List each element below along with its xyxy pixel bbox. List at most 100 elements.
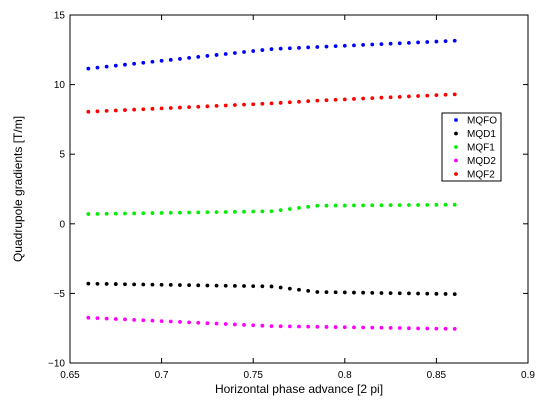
data-point xyxy=(287,100,292,105)
data-point xyxy=(407,40,411,45)
data-point xyxy=(443,202,448,207)
data-point xyxy=(352,325,356,330)
data-point xyxy=(260,323,265,328)
data-point xyxy=(269,47,274,52)
data-point xyxy=(379,325,384,330)
series-mqd1 xyxy=(86,281,457,296)
data-point xyxy=(104,211,109,216)
data-point xyxy=(287,324,292,329)
data-point xyxy=(141,282,146,287)
data-point xyxy=(95,109,100,114)
data-point xyxy=(333,44,338,49)
data-point xyxy=(434,93,439,98)
data-point xyxy=(370,325,375,330)
data-point xyxy=(242,50,246,54)
data-point xyxy=(306,288,311,293)
data-point xyxy=(287,286,292,291)
data-point xyxy=(251,323,256,328)
data-point xyxy=(168,57,173,62)
data-point xyxy=(260,48,265,52)
data-point xyxy=(242,102,246,107)
data-point xyxy=(242,322,246,327)
data-point xyxy=(361,43,366,47)
data-point xyxy=(315,98,320,103)
data-point xyxy=(361,96,366,101)
legend-marker xyxy=(454,145,458,149)
data-point xyxy=(434,326,439,331)
data-point xyxy=(269,209,274,214)
x-axis-label: Horizontal phase advance [2 pi] xyxy=(215,382,383,396)
data-point xyxy=(132,61,137,66)
data-point xyxy=(196,283,201,288)
data-point xyxy=(342,290,347,295)
data-point xyxy=(141,60,146,65)
data-point xyxy=(388,41,393,46)
data-point xyxy=(278,46,283,51)
data-point xyxy=(187,283,191,288)
data-point xyxy=(223,52,228,56)
data-point xyxy=(168,106,173,110)
legend-label: MQFO xyxy=(467,116,497,127)
data-point xyxy=(297,99,301,104)
data-point xyxy=(443,92,448,97)
data-point xyxy=(251,49,256,53)
data-point xyxy=(196,320,201,325)
data-point xyxy=(205,321,210,326)
data-point xyxy=(352,290,356,295)
series-mqf1 xyxy=(86,202,457,216)
data-point xyxy=(86,66,91,71)
data-point xyxy=(297,206,301,210)
data-point xyxy=(425,93,430,98)
data-point xyxy=(232,283,237,288)
legend-label: MQD1 xyxy=(467,129,496,140)
data-point xyxy=(196,54,201,59)
data-point xyxy=(388,95,393,100)
data-point xyxy=(187,105,191,110)
tick-layer: 0.65 0.7 0.75 0.8 0.85 0.9 −10 −5 0 5 10 15 xyxy=(48,11,535,382)
data-point xyxy=(178,283,182,287)
data-point xyxy=(104,282,109,286)
data-point xyxy=(333,325,338,329)
y-tick-label: 15 xyxy=(54,11,66,22)
data-point xyxy=(333,290,338,295)
data-point xyxy=(113,63,118,68)
data-point xyxy=(205,283,210,288)
data-point xyxy=(223,322,228,326)
data-point xyxy=(95,212,100,216)
data-point xyxy=(342,325,347,330)
data-point xyxy=(370,42,375,47)
data-point xyxy=(425,40,430,44)
data-point xyxy=(223,210,228,214)
data-point xyxy=(379,203,384,208)
data-point xyxy=(260,101,265,106)
data-point xyxy=(315,290,320,294)
data-point xyxy=(416,203,420,207)
data-point xyxy=(104,316,109,321)
series-mqf2 xyxy=(86,92,457,114)
data-point xyxy=(324,98,329,103)
data-point xyxy=(132,211,137,216)
data-point xyxy=(242,209,246,214)
data-point xyxy=(178,105,182,110)
data-point xyxy=(113,282,118,286)
data-point xyxy=(132,317,137,322)
data-point xyxy=(232,209,237,214)
x-tick-label: 0.75 xyxy=(243,370,263,381)
data-point xyxy=(324,203,329,208)
data-point xyxy=(150,318,155,323)
data-point xyxy=(187,320,191,325)
data-point xyxy=(324,290,329,295)
data-point xyxy=(443,292,448,296)
data-point xyxy=(260,284,265,289)
data-point xyxy=(434,202,439,207)
data-point xyxy=(205,210,210,215)
data-point xyxy=(370,290,375,295)
data-point xyxy=(425,326,430,331)
data-point xyxy=(214,321,219,326)
data-point xyxy=(388,326,393,330)
data-point xyxy=(86,315,91,320)
data-point xyxy=(132,282,137,287)
data-point xyxy=(452,292,457,296)
data-point xyxy=(95,65,100,70)
data-point xyxy=(159,282,164,287)
